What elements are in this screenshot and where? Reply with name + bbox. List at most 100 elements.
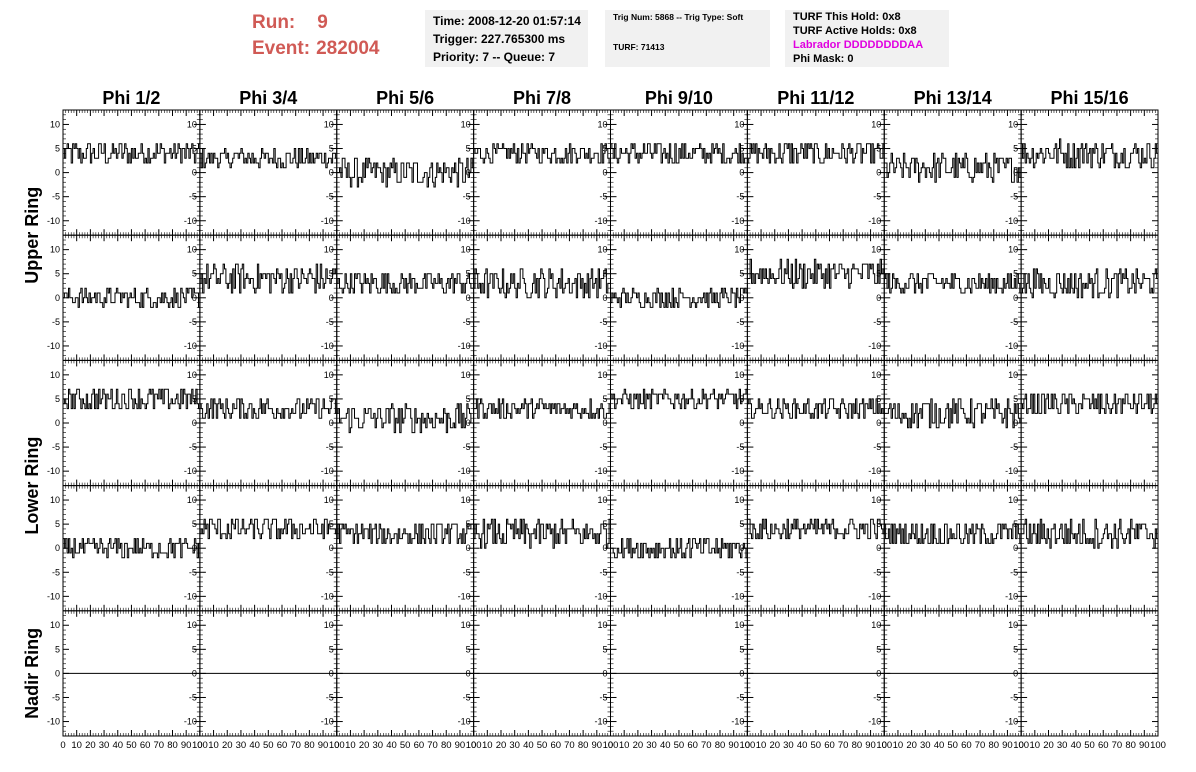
y-tick-label: 0 (329, 168, 334, 178)
waveform-trace (1021, 393, 1159, 414)
waveform-trace (884, 398, 1022, 429)
y-tick-label: 0 (1013, 168, 1018, 178)
y-tick-label: -10 (1005, 216, 1018, 226)
y-tick-label: 10 (461, 119, 471, 129)
y-tick-label: 10 (461, 495, 471, 505)
subplot-frame (336, 234, 475, 361)
y-tick-label: -5 (52, 442, 60, 452)
y-tick-label: 10 (597, 370, 607, 380)
turf-this-hold-text: TURF This Hold: 0x8 (793, 11, 901, 23)
y-tick-label: 5 (329, 144, 334, 154)
waveform-trace (473, 518, 611, 549)
y-tick-label: 10 (1008, 495, 1018, 505)
y-tick-label: -10 (321, 591, 334, 601)
waveform-trace (884, 523, 1022, 544)
y-tick-label: 10 (597, 245, 607, 255)
y-tick-label: 5 (329, 519, 334, 529)
y-tick-label: 10 (50, 370, 60, 380)
y-tick-label: 10 (871, 370, 881, 380)
subplot-frame (1020, 485, 1159, 612)
y-tick-label: 10 (871, 495, 881, 505)
run-value: 9 (317, 12, 328, 33)
y-tick-label: -5 (873, 317, 881, 327)
y-tick-label: 0 (602, 168, 607, 178)
turf-text: TURF: 71413 (613, 42, 665, 52)
y-tick-label: 0 (739, 293, 744, 303)
y-tick-label: 0 (876, 418, 881, 428)
y-tick-label: 5 (739, 394, 744, 404)
y-tick-label: -5 (1010, 192, 1018, 202)
labrador-text: Labrador DDDDDDDDAA (793, 39, 924, 51)
priority-text: Priority: 7 -- Queue: 7 (433, 50, 556, 64)
y-tick-label: -10 (594, 591, 607, 601)
column-title: Phi 15/16 (1051, 88, 1129, 108)
y-tick-label: -10 (868, 341, 881, 351)
y-tick-label: -5 (873, 192, 881, 202)
waveform-trace (884, 273, 1022, 294)
y-tick-label: 5 (55, 144, 60, 154)
y-tick-label: 10 (1008, 370, 1018, 380)
trigger-info-box: Trig Num: 5868 -- Trig Type: Soft TURF: … (605, 10, 770, 67)
waveform-trace (336, 523, 475, 544)
subplot-frame (473, 109, 611, 236)
y-tick-label: 10 (187, 119, 197, 129)
y-tick-label: 0 (1013, 543, 1018, 553)
y-tick-label: 0 (1013, 293, 1018, 303)
y-tick-label: 10 (734, 370, 744, 380)
y-tick-label: 10 (734, 245, 744, 255)
y-tick-label: -10 (1005, 466, 1018, 476)
y-tick-label: 10 (324, 495, 334, 505)
y-tick-label: -5 (189, 317, 197, 327)
y-tick-label: -10 (47, 591, 60, 601)
y-tick-label: 0 (739, 543, 744, 553)
subplot-frame (473, 359, 611, 487)
y-tick-label: 0 (192, 543, 197, 553)
y-tick-label: -5 (189, 442, 197, 452)
y-tick-label: 0 (466, 293, 471, 303)
y-tick-label: 0 (739, 168, 744, 178)
y-tick-label: 5 (329, 394, 334, 404)
y-tick-label: -10 (594, 466, 607, 476)
y-tick-label: 0 (466, 168, 471, 178)
trig-num-text: Trig Num: 5868 -- Trig Type: Soft (613, 12, 744, 22)
y-tick-label: 5 (466, 144, 471, 154)
y-tick-label: 5 (55, 519, 60, 529)
waveform-trace (1021, 268, 1159, 299)
y-tick-label: 0 (55, 418, 60, 428)
y-tick-label: 0 (329, 418, 334, 428)
y-tick-label: 0 (602, 543, 607, 553)
subplot-frame (746, 485, 885, 612)
y-tick-label: -10 (731, 216, 744, 226)
subplot-frame (610, 109, 748, 236)
column-title: Phi 11/12 (777, 88, 854, 108)
time-info-box: Time: 2008-12-20 01:57:14 Trigger: 227.7… (425, 10, 588, 67)
y-tick-label: 5 (876, 519, 881, 529)
y-tick-label: 10 (187, 245, 197, 255)
y-tick-label: 10 (597, 495, 607, 505)
y-tick-label: -5 (326, 567, 334, 577)
waveform-trace (199, 148, 338, 169)
waveform-trace (747, 258, 885, 289)
y-tick-label: -10 (594, 341, 607, 351)
y-tick-label: 0 (739, 418, 744, 428)
y-tick-label: 10 (324, 119, 334, 129)
y-tick-label: 5 (466, 269, 471, 279)
y-tick-label: -10 (321, 216, 334, 226)
subplot-frame (1020, 234, 1159, 361)
y-tick-label: -10 (458, 341, 471, 351)
y-tick-label: 10 (461, 245, 471, 255)
y-tick-label: -10 (731, 591, 744, 601)
waveform-trace (610, 388, 748, 410)
subplot-frame (336, 485, 475, 612)
y-tick-label: -10 (731, 466, 744, 476)
y-tick-label: 10 (187, 370, 197, 380)
waveform-trace (747, 518, 885, 540)
subplot-frame (610, 359, 748, 487)
y-tick-label: 5 (1013, 144, 1018, 154)
y-tick-label: 5 (329, 269, 334, 279)
subplot-frame (62, 109, 201, 236)
y-tick-label: 10 (734, 119, 744, 129)
subplot-frame (746, 234, 885, 361)
trigger-text: Trigger: 227.765300 ms (433, 32, 566, 46)
y-tick-label: 5 (739, 144, 744, 154)
